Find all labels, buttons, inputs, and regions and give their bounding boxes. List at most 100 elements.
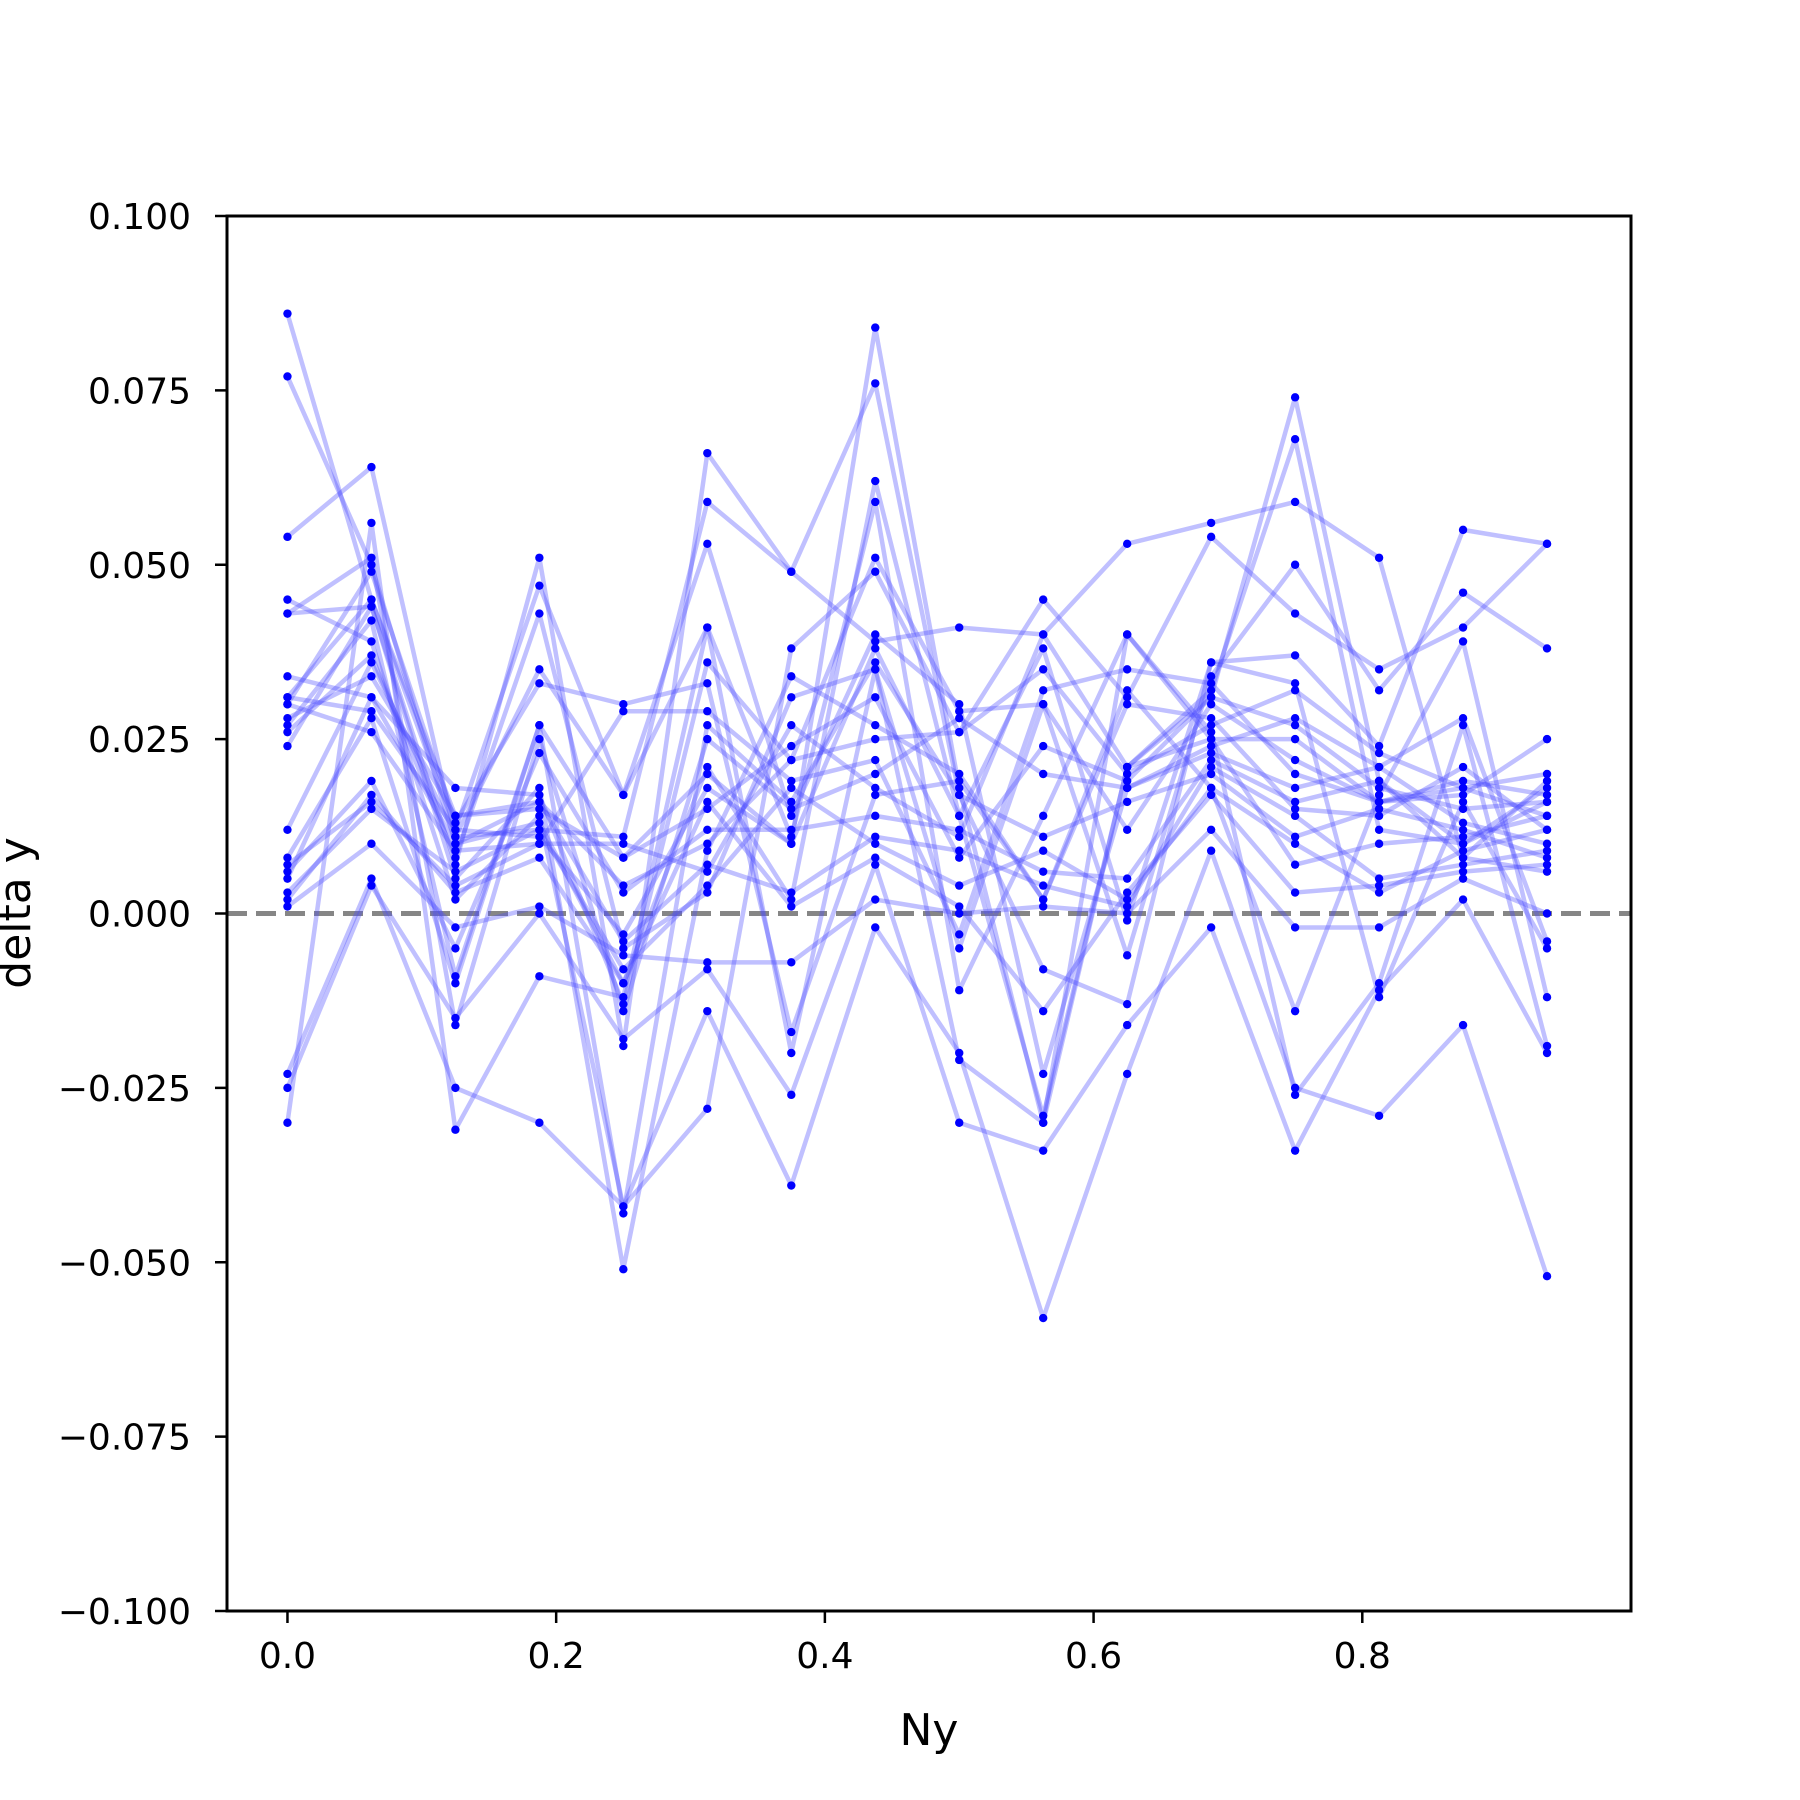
series-19-point-2 <box>367 839 376 848</box>
series-22-point-10 <box>1039 1118 1048 1127</box>
series-4-point-7 <box>787 644 796 653</box>
series-6-point-9 <box>955 707 964 716</box>
series-15-point-13 <box>1290 797 1300 807</box>
series-19-point-3 <box>451 923 460 932</box>
series-20-point-3 <box>451 1083 460 1093</box>
series-18-point-4 <box>535 853 544 862</box>
series-22-point-13 <box>1290 1090 1300 1100</box>
series-line-3 <box>286 464 1549 860</box>
series-19-point-6 <box>703 958 712 967</box>
series-3-point-8 <box>871 637 880 646</box>
series-2-point-14 <box>1374 825 1384 834</box>
series-line-24 <box>285 618 1549 1000</box>
series-line-7 <box>287 499 1549 993</box>
series-2-point-13 <box>1290 435 1300 444</box>
series-16-point-12 <box>1206 762 1216 772</box>
series-21-point-16 <box>1542 1048 1552 1058</box>
series-24-point-1 <box>283 720 292 730</box>
series-10-point-1 <box>283 727 292 737</box>
series-26-point-10 <box>1039 665 1048 674</box>
series-9-point-7 <box>787 741 796 751</box>
series-22-point-16 <box>1542 1041 1552 1051</box>
series-16-point-8 <box>871 832 880 841</box>
series-8-point-11 <box>1122 665 1132 674</box>
series-9-point-6 <box>703 804 712 814</box>
series-line-20 <box>285 848 1550 1321</box>
series-2-point-8 <box>871 476 880 486</box>
series-23-point-7 <box>787 1027 796 1037</box>
series-17-point-10 <box>1039 846 1048 855</box>
series-23-point-4 <box>535 679 544 688</box>
series-18-point-16 <box>1542 860 1552 869</box>
series-14-point-3 <box>451 881 460 890</box>
series-24-point-5 <box>619 853 628 862</box>
series-25-point-9 <box>955 714 964 723</box>
y-tick-label: −0.075 <box>58 1418 191 1459</box>
series-21-point-14 <box>1374 986 1384 995</box>
series-12-point-1 <box>283 825 292 834</box>
series-3-point-13 <box>1290 497 1300 507</box>
series-10-point-5 <box>619 944 628 953</box>
series-20-point-1 <box>283 1069 292 1079</box>
series-14-point-11 <box>1122 762 1132 772</box>
series-9-point-8 <box>871 693 880 702</box>
series-23-point-1 <box>283 700 292 709</box>
series-10-point-10 <box>1039 700 1048 709</box>
series-9-point-2 <box>367 672 376 681</box>
series-17-point-14 <box>1374 888 1384 897</box>
series-8-point-3 <box>451 846 460 855</box>
series-5-point-10 <box>1039 965 1048 974</box>
series-22-point-6 <box>703 623 712 632</box>
y-axis-label: delta y <box>0 837 41 988</box>
series-17-point-3 <box>451 867 460 876</box>
series-25-point-11 <box>1122 783 1132 793</box>
series-14-point-10 <box>1039 630 1048 639</box>
series-15-point-12 <box>1206 755 1216 765</box>
series-11-point-6 <box>703 846 712 855</box>
series-10-point-2 <box>367 651 376 660</box>
series-24-point-13 <box>1290 679 1300 688</box>
series-line-13 <box>285 660 1548 1216</box>
series-line-5 <box>287 381 1548 1049</box>
series-11-point-1 <box>283 741 292 751</box>
series-17-point-5 <box>619 965 628 974</box>
series-20-point-14 <box>1374 1111 1384 1120</box>
x-axis: 0.0 0.2 0.4 0.6 0.8 <box>259 1611 1391 1677</box>
y-tick-label: 0.025 <box>88 720 191 761</box>
series-5-point-5 <box>619 1041 628 1051</box>
series-16-point-11 <box>1122 902 1132 911</box>
series-16-point-14 <box>1374 874 1384 883</box>
series-25-point-14 <box>1374 762 1384 772</box>
series-23-point-14 <box>1374 790 1384 800</box>
series-18-point-3 <box>451 888 460 897</box>
series-26-point-16 <box>1542 769 1552 779</box>
series-3-point-14 <box>1374 553 1384 562</box>
series-13-point-13 <box>1290 832 1300 841</box>
series-line-26 <box>285 597 1548 888</box>
series-19-point-14 <box>1374 923 1384 932</box>
series-10-point-7 <box>787 693 796 702</box>
series-10-point-4 <box>535 609 544 618</box>
series-13-point-8 <box>871 658 880 667</box>
series-12-point-5 <box>619 790 628 800</box>
series-13-point-9 <box>955 790 964 800</box>
series-2-point-7 <box>787 895 796 904</box>
series-13-point-2 <box>367 714 376 723</box>
series-25-point-16 <box>1542 937 1552 946</box>
series-21-point-2 <box>367 881 376 890</box>
series-6-point-1 <box>283 672 292 681</box>
series-line-17 <box>285 785 1548 972</box>
series-12-point-16 <box>1542 839 1552 848</box>
series-6-point-5 <box>619 999 628 1009</box>
series-6-point-4 <box>535 790 544 800</box>
series-15-point-6 <box>703 825 712 834</box>
series-23-point-3 <box>451 818 460 828</box>
series-25-point-8 <box>871 769 880 779</box>
series-16-point-5 <box>619 937 628 946</box>
series-16-point-3 <box>451 839 460 848</box>
series-9-point-16 <box>1542 797 1552 807</box>
series-17-point-11 <box>1122 895 1132 904</box>
series-line-15 <box>285 750 1548 951</box>
series-6-point-6 <box>703 658 712 667</box>
series-11-point-9 <box>955 769 964 779</box>
